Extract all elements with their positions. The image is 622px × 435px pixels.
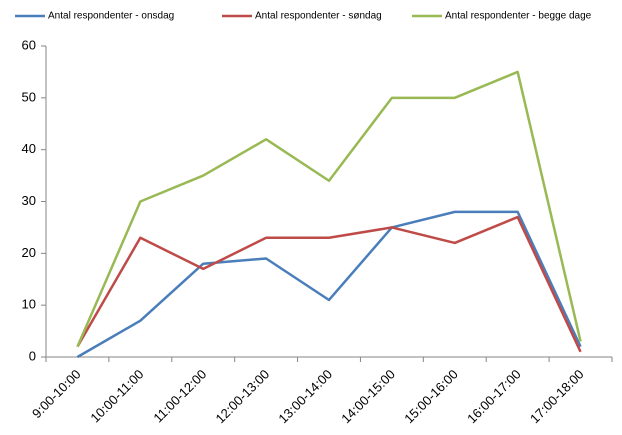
legend-label: Antal respondenter - begge dage [445,11,592,22]
x-tick-label: 11:00-12:00 [150,367,209,426]
x-tick-label: 17:00-18:00 [527,367,587,427]
y-tick-label: 50 [22,89,36,104]
series-line [76,70,582,348]
x-tick-label: 12:00-13:00 [213,367,273,427]
y-tick-label: 10 [22,297,36,312]
x-tick-label: 14:00-15:00 [338,367,398,427]
x-tick-label: 15:00-16:00 [401,367,461,427]
x-tick-label: 16:00-17:00 [464,367,524,427]
series-line [76,210,582,359]
y-tick-label: 30 [22,193,36,208]
y-tick-label: 40 [22,141,36,156]
y-tick-label: 0 [29,348,36,363]
y-tick-label: 60 [22,37,36,52]
y-tick-label: 20 [22,245,36,260]
x-tick-label: 13:00-14:00 [275,367,335,427]
series-line [76,215,582,353]
x-tick-label: 10:00-11:00 [87,367,146,426]
legend-label: Antal respondenter - onsdag [48,11,174,22]
legend-label: Antal respondenter - søndag [255,11,382,22]
x-tick-label: 9:00-10:00 [29,367,84,422]
